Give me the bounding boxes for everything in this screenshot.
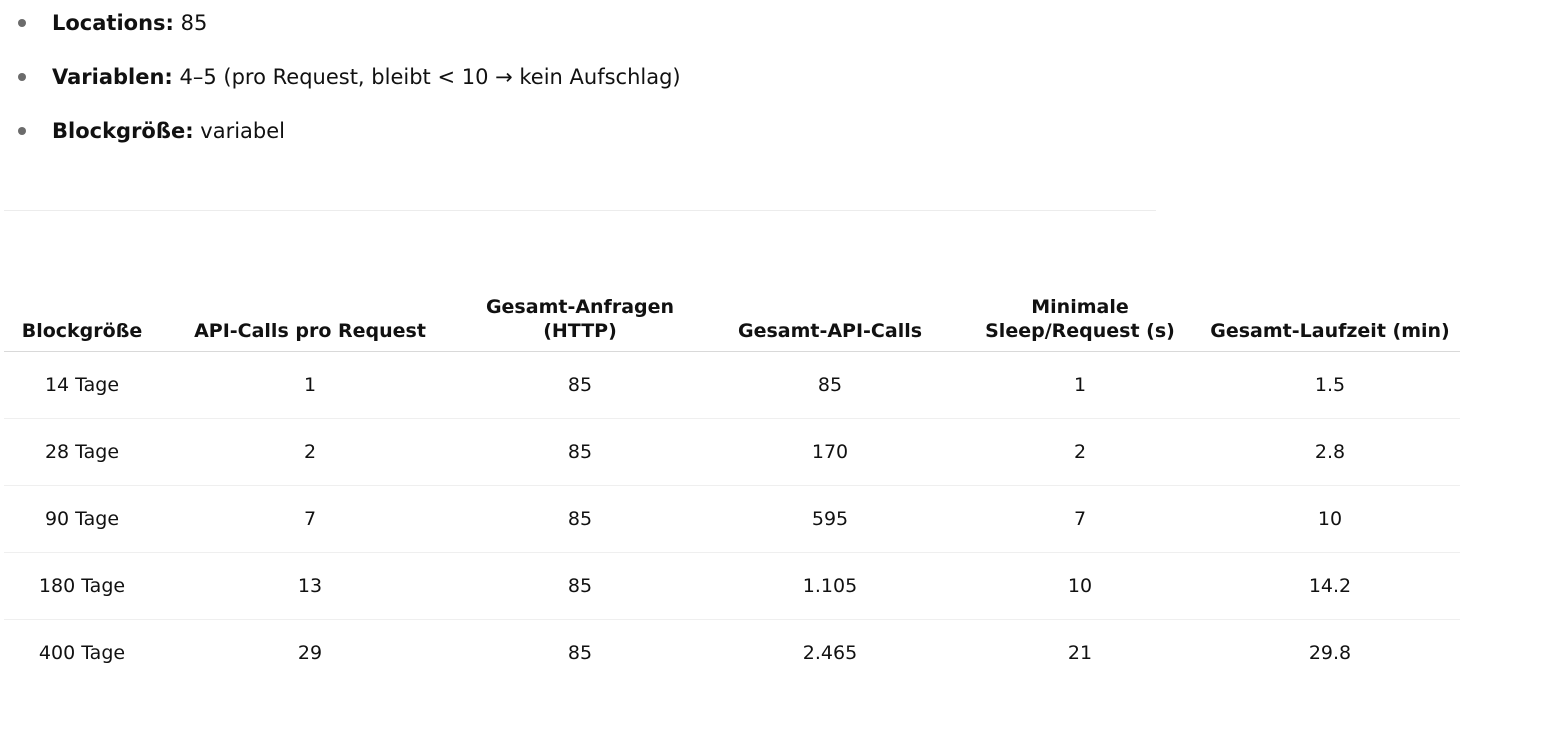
table-row: 400 Tage 29 85 2.465 21 29.8 xyxy=(4,620,1460,687)
table-cell: 21 xyxy=(1067,642,1093,664)
table-cell: 85 xyxy=(460,485,700,553)
column-header-gesamt-api-calls: Gesamt-API-Calls xyxy=(700,272,960,352)
table-cell: 29 xyxy=(297,642,323,664)
table-cell: 595 xyxy=(700,485,960,553)
table-cell: 2.8 xyxy=(1200,418,1460,486)
table-cell: 85 xyxy=(700,351,960,419)
results-table: Blockgröße API-Calls pro Request Gesamt-… xyxy=(4,272,1460,686)
table-row: 180 Tage 13 85 1.105 10 14.2 xyxy=(4,552,1460,620)
column-header-minimale-sleep: Minimale Sleep/Request (s) xyxy=(960,272,1200,352)
table-cell: 14.2 xyxy=(1200,552,1460,620)
table-cell: 2.465 xyxy=(802,642,858,664)
table-cell: 14 Tage xyxy=(4,351,160,419)
table-cell: 1 xyxy=(960,351,1200,419)
bullet-text: Variablen: 4–5 (pro Request, bleibt < 10… xyxy=(52,62,681,92)
bullet-value: 4–5 (pro Request, bleibt < 10 → kein Auf… xyxy=(179,65,681,89)
table-row: 14 Tage 1 85 85 1 1.5 xyxy=(4,351,1460,419)
column-header-gesamt-anfragen: Gesamt-Anfragen (HTTP) xyxy=(460,272,700,352)
column-header-api-calls-pro-request: API-Calls pro Request xyxy=(160,272,460,352)
table-cell: 400 Tage xyxy=(38,642,126,664)
table-cell: 2 xyxy=(160,418,460,486)
table-cell: 85 xyxy=(460,418,700,486)
bullet-dot xyxy=(18,19,26,27)
table-cell: 170 xyxy=(700,418,960,486)
table-cell: 7 xyxy=(160,485,460,553)
table-cell: 85 xyxy=(460,552,700,620)
horizontal-divider xyxy=(4,210,1156,211)
table-cell: 1 xyxy=(160,351,460,419)
table-row: 28 Tage 2 85 170 2 2.8 xyxy=(4,418,1460,486)
bullet-dot xyxy=(18,127,26,135)
table-cell: 90 Tage xyxy=(4,485,160,553)
table-cell: 10 xyxy=(960,552,1200,620)
bullet-text: Locations: 85 xyxy=(52,8,207,38)
bullet-dot xyxy=(18,73,26,81)
table-cell: 29.8 xyxy=(1308,642,1352,664)
table-cell: 7 xyxy=(960,485,1200,553)
table-row: 90 Tage 7 85 595 7 10 xyxy=(4,485,1460,553)
bullet-value: variabel xyxy=(200,119,286,143)
table-cell: 85 xyxy=(567,642,593,664)
bullet-key: Variablen: xyxy=(52,65,173,89)
table-header-row: Blockgröße API-Calls pro Request Gesamt-… xyxy=(4,272,1460,352)
column-header-blockgroesse: Blockgröße xyxy=(4,272,160,352)
table-cell: 85 xyxy=(460,351,700,419)
table-cell: 10 xyxy=(1200,485,1460,553)
table-cell: 180 Tage xyxy=(4,552,160,620)
bullet-value: 85 xyxy=(180,11,208,35)
table-cell: 13 xyxy=(160,552,460,620)
table-cell: 1.5 xyxy=(1200,351,1460,419)
table-cell: 2 xyxy=(960,418,1200,486)
bullet-text: Blockgröße: variabel xyxy=(52,116,285,146)
table-cell: 1.105 xyxy=(700,552,960,620)
bullet-key: Locations: xyxy=(52,11,174,35)
column-header-gesamt-laufzeit: Gesamt-Laufzeit (min) xyxy=(1200,272,1460,352)
bullet-key: Blockgröße: xyxy=(52,119,194,143)
table-cell: 28 Tage xyxy=(4,418,160,486)
